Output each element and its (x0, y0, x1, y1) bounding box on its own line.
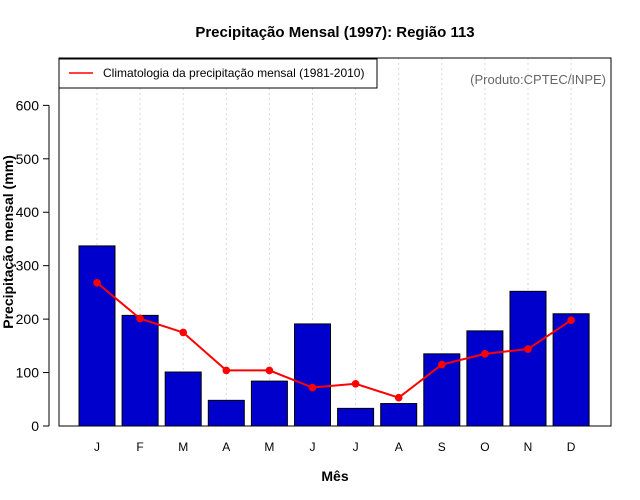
bar-4 (207, 399, 245, 427)
climatology-point-1 (93, 278, 101, 287)
climatology-line (96, 282, 572, 399)
bar-10 (466, 330, 504, 427)
y-tick-label: 400 (16, 204, 40, 220)
y-tick-label: 200 (16, 311, 40, 327)
y-tick-label: 500 (16, 151, 40, 167)
bar-8 (380, 403, 418, 427)
plot-frame (58, 57, 612, 427)
climatology-point-8 (394, 393, 403, 402)
x-tick-label: M (178, 440, 188, 454)
x-tick-label: J (310, 440, 316, 454)
climatology-series (93, 278, 575, 402)
y-axis: 0 100 200 300 400 500 600 (16, 97, 50, 434)
climatology-point-5 (265, 366, 274, 375)
legend-label: Climatologia da precipitação mensal (198… (103, 66, 364, 80)
x-tick-label: J (94, 440, 100, 454)
x-tick-label: M (264, 440, 274, 454)
bar-2 (121, 314, 159, 427)
bar-6 (294, 323, 331, 427)
climatology-point-3 (179, 328, 187, 337)
bar-12 (552, 313, 590, 427)
y-tick-label: 0 (31, 418, 39, 434)
x-tick-label: A (395, 440, 403, 454)
bar-7 (337, 407, 375, 427)
chart-title: Precipitação Mensal (1997): Região 113 (195, 24, 474, 41)
credit-annotation: (Produto:CPTEC/INPE) (470, 72, 606, 87)
bar-3 (164, 371, 202, 427)
x-axis-title: Mês (321, 468, 348, 484)
climatology-point-6 (308, 383, 317, 392)
climatology-point-4 (222, 366, 231, 375)
x-tick-label: O (480, 440, 489, 454)
climatology-point-10 (481, 350, 489, 358)
climatology-point-2 (136, 314, 144, 323)
x-tick-label: D (567, 440, 576, 454)
y-tick-label: 600 (16, 97, 40, 113)
legend: Climatologia da precipitação mensal (198… (58, 58, 378, 89)
bar-5 (250, 380, 288, 427)
x-tick-label: A (222, 440, 230, 454)
y-axis-title: Precipitação mensal (mm) (0, 155, 16, 329)
x-tick-label: S (438, 440, 446, 454)
legend-box (58, 58, 378, 89)
bar-1 (78, 245, 116, 427)
y-tick-label: 100 (16, 365, 40, 381)
y-tick-label: 300 (16, 258, 40, 274)
bar-11 (509, 290, 547, 427)
climatology-point-11 (524, 345, 532, 353)
bar-series (78, 245, 590, 427)
climatology-point-7 (351, 379, 360, 388)
climatology-point-9 (438, 360, 446, 369)
x-tick-label: F (136, 440, 143, 454)
x-tick-label: J (353, 440, 359, 454)
climatology-point-12 (567, 316, 575, 324)
x-tick-label: N (524, 440, 533, 454)
